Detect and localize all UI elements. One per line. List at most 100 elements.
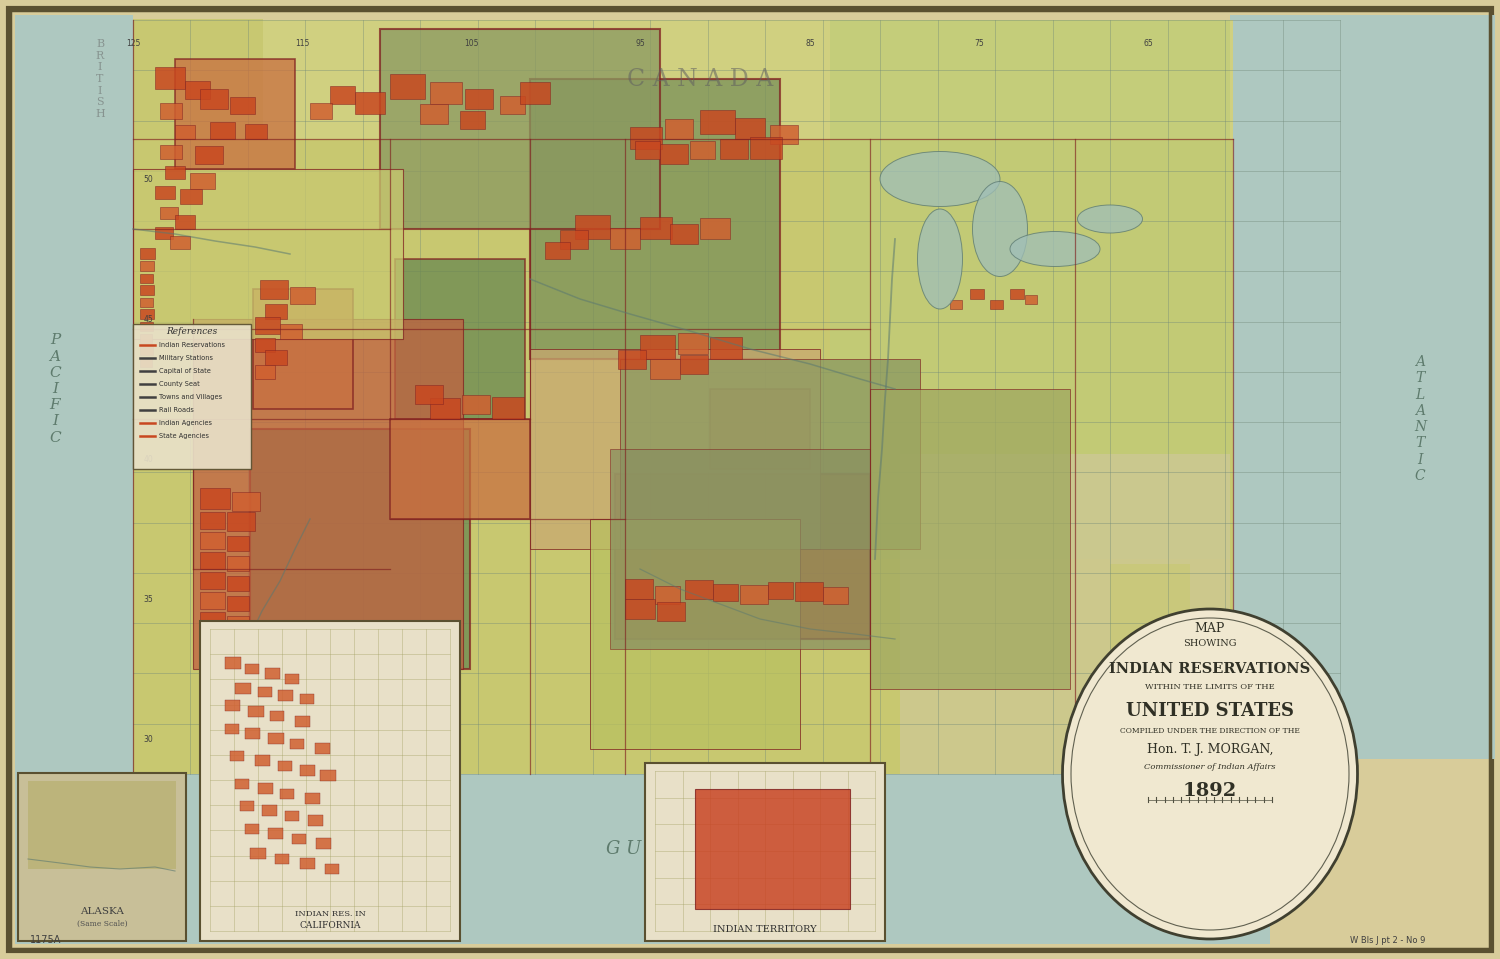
FancyBboxPatch shape (544, 242, 570, 259)
FancyBboxPatch shape (140, 248, 154, 259)
Text: Military Stations: Military Stations (159, 355, 213, 361)
FancyBboxPatch shape (285, 811, 298, 821)
FancyBboxPatch shape (390, 74, 424, 99)
FancyBboxPatch shape (304, 793, 320, 804)
FancyBboxPatch shape (140, 359, 152, 367)
Text: WITHIN THE LIMITS OF THE: WITHIN THE LIMITS OF THE (1144, 683, 1275, 691)
FancyBboxPatch shape (768, 582, 794, 599)
FancyBboxPatch shape (244, 728, 260, 739)
Text: Indian Agencies: Indian Agencies (159, 420, 212, 426)
Text: 45: 45 (142, 315, 153, 323)
FancyBboxPatch shape (330, 86, 356, 104)
FancyBboxPatch shape (640, 217, 672, 239)
FancyBboxPatch shape (680, 355, 708, 374)
FancyBboxPatch shape (140, 261, 154, 271)
FancyBboxPatch shape (154, 67, 184, 89)
FancyBboxPatch shape (657, 602, 686, 621)
FancyBboxPatch shape (634, 141, 660, 159)
FancyBboxPatch shape (618, 350, 646, 369)
FancyBboxPatch shape (626, 579, 652, 599)
FancyBboxPatch shape (134, 20, 1233, 139)
Ellipse shape (972, 181, 1028, 276)
FancyBboxPatch shape (255, 365, 274, 379)
FancyBboxPatch shape (292, 834, 306, 844)
FancyBboxPatch shape (160, 207, 178, 219)
FancyBboxPatch shape (610, 228, 640, 249)
FancyBboxPatch shape (140, 298, 153, 307)
Text: 95: 95 (636, 38, 645, 48)
Text: 40: 40 (142, 455, 153, 463)
FancyBboxPatch shape (900, 454, 1230, 774)
Text: 30: 30 (142, 735, 153, 743)
FancyBboxPatch shape (255, 755, 270, 766)
FancyBboxPatch shape (300, 765, 315, 776)
FancyBboxPatch shape (200, 512, 225, 529)
FancyBboxPatch shape (274, 854, 290, 864)
FancyBboxPatch shape (315, 743, 330, 754)
Text: 85: 85 (806, 38, 814, 48)
Text: Capital of State: Capital of State (159, 368, 212, 374)
FancyBboxPatch shape (610, 449, 870, 649)
FancyBboxPatch shape (140, 346, 153, 355)
Text: A
T
L
A
N
T
I
C: A T L A N T I C (1414, 355, 1426, 482)
Text: Towns and Villages: Towns and Villages (159, 394, 222, 400)
FancyBboxPatch shape (140, 334, 152, 343)
FancyBboxPatch shape (236, 779, 249, 789)
FancyBboxPatch shape (278, 761, 292, 771)
FancyBboxPatch shape (795, 582, 824, 601)
FancyBboxPatch shape (244, 124, 267, 139)
FancyBboxPatch shape (134, 324, 250, 469)
FancyBboxPatch shape (200, 592, 225, 609)
FancyBboxPatch shape (236, 683, 250, 694)
FancyBboxPatch shape (310, 103, 332, 119)
Ellipse shape (880, 152, 1001, 206)
Text: 125: 125 (126, 38, 140, 48)
FancyBboxPatch shape (154, 227, 172, 239)
FancyBboxPatch shape (678, 333, 708, 354)
FancyBboxPatch shape (184, 81, 210, 99)
FancyBboxPatch shape (720, 139, 748, 159)
FancyBboxPatch shape (8, 8, 1492, 951)
FancyBboxPatch shape (990, 300, 1004, 309)
FancyBboxPatch shape (830, 20, 1230, 559)
FancyBboxPatch shape (176, 125, 195, 139)
Text: UNITED STATES: UNITED STATES (1126, 702, 1294, 720)
FancyBboxPatch shape (226, 512, 255, 531)
FancyBboxPatch shape (670, 224, 698, 244)
FancyBboxPatch shape (176, 215, 195, 229)
FancyBboxPatch shape (320, 770, 336, 781)
FancyBboxPatch shape (462, 395, 490, 414)
FancyBboxPatch shape (240, 801, 254, 811)
FancyBboxPatch shape (244, 824, 260, 834)
Text: County Seat: County Seat (159, 381, 200, 387)
FancyBboxPatch shape (950, 300, 962, 309)
FancyBboxPatch shape (200, 488, 230, 509)
FancyBboxPatch shape (430, 82, 462, 104)
FancyBboxPatch shape (390, 419, 530, 519)
FancyBboxPatch shape (460, 111, 484, 129)
FancyBboxPatch shape (268, 828, 284, 839)
FancyBboxPatch shape (262, 805, 278, 816)
Text: INDIAN RES. IN: INDIAN RES. IN (294, 910, 366, 918)
Text: 115: 115 (296, 38, 309, 48)
Text: Hon. T. J. MORGAN,: Hon. T. J. MORGAN, (1146, 742, 1274, 756)
FancyBboxPatch shape (296, 716, 310, 727)
Text: 1175A: 1175A (30, 935, 62, 945)
FancyBboxPatch shape (870, 389, 1070, 689)
FancyBboxPatch shape (134, 19, 262, 529)
FancyBboxPatch shape (266, 668, 280, 679)
Text: Rail Roads: Rail Roads (159, 407, 194, 413)
FancyBboxPatch shape (308, 815, 322, 826)
FancyBboxPatch shape (300, 694, 313, 704)
FancyBboxPatch shape (244, 664, 260, 674)
FancyBboxPatch shape (270, 711, 284, 721)
Text: Commissioner of Indian Affairs: Commissioner of Indian Affairs (1144, 763, 1275, 771)
FancyBboxPatch shape (285, 674, 298, 684)
FancyBboxPatch shape (430, 398, 460, 419)
Ellipse shape (918, 209, 963, 309)
Text: Indian Reservations: Indian Reservations (159, 342, 225, 348)
FancyBboxPatch shape (251, 429, 470, 669)
FancyBboxPatch shape (190, 173, 214, 189)
FancyBboxPatch shape (255, 338, 274, 352)
FancyBboxPatch shape (248, 706, 264, 717)
